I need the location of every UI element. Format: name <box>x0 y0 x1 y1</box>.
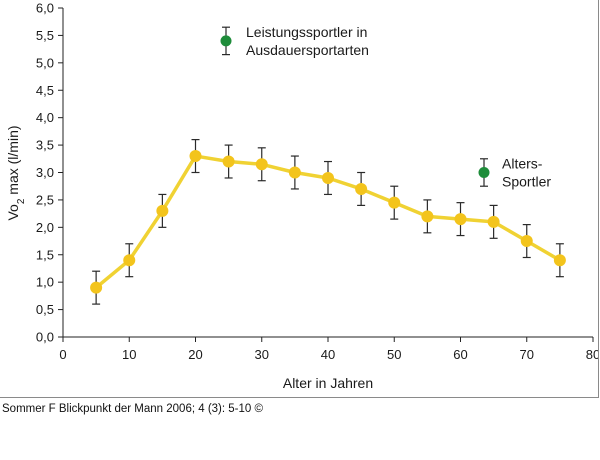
y-tick-label: 5,5 <box>36 28 54 43</box>
y-axis-title-rest: max (l/min) <box>5 125 21 198</box>
data-point <box>255 158 268 171</box>
data-point <box>288 166 301 179</box>
data-point <box>355 182 368 195</box>
y-tick-label: 1,0 <box>36 275 54 290</box>
data-point <box>553 254 566 267</box>
x-tick-label: 0 <box>59 347 66 362</box>
y-tick-label: 3,0 <box>36 165 54 180</box>
y-axis-title: Vo2 max (l/min) <box>5 125 27 220</box>
data-point <box>189 150 202 163</box>
source-caption: Sommer F Blickpunkt der Mann 2006; 4 (3)… <box>2 403 263 415</box>
data-point <box>90 281 103 294</box>
y-tick-label: 4,0 <box>36 110 54 125</box>
y-tick-label: 4,5 <box>36 83 54 98</box>
chart-frame: 0 10 20 30 40 50 60 70 80 0,0 0,5 1,0 1,5 2,0 2,5 3,0 3,… <box>0 0 599 398</box>
x-tick-label: 50 <box>387 347 401 362</box>
axes: 0 10 20 30 40 50 60 70 80 0,0 0,5 1,0 1,5 2,0 2,5 3,0 3,… <box>36 1 598 363</box>
legend-label: Ausdauersportarten <box>246 42 369 58</box>
data-point <box>487 215 500 228</box>
y-tick-label: 5,0 <box>36 55 54 70</box>
legend: Leistungssportler in Ausdauersportarten Al… <box>220 24 551 190</box>
line-chart: 0 10 20 30 40 50 60 70 80 0,0 0,5 1,0 1,5 2,0 2,5 3,0 3,… <box>5 1 598 392</box>
legend-label: Leistungssportler in <box>246 24 367 40</box>
data-point <box>454 213 467 226</box>
legend-label: Sportler <box>502 174 551 190</box>
x-tick-label: 60 <box>453 347 467 362</box>
legend-marker <box>220 35 232 47</box>
x-tick-label: 80 <box>586 347 598 362</box>
y-axis-title-subscript: 2 <box>16 198 27 204</box>
legend-entry: Alters- Sportler <box>478 156 551 190</box>
y-tick-label: 2,0 <box>36 220 54 235</box>
data-point <box>421 210 434 223</box>
y-tick-label: 6,0 <box>36 1 54 16</box>
x-tick-label: 20 <box>188 347 202 362</box>
data-point <box>388 196 401 209</box>
y-tick-label: 0,0 <box>36 330 54 345</box>
data-point <box>322 171 334 184</box>
data-point <box>123 254 136 267</box>
x-tick-label: 30 <box>255 347 269 362</box>
y-axis-title-main: Vo <box>5 204 21 221</box>
y-tick-label: 2,5 <box>36 192 54 207</box>
y-tick-label: 0,5 <box>36 302 54 317</box>
x-tick-label: 10 <box>122 347 136 362</box>
legend-entry: Leistungssportler in Ausdauersportarten <box>220 24 369 58</box>
y-tick-label: 1,5 <box>36 247 54 262</box>
data-series <box>90 139 566 305</box>
x-axis-title: Alter in Jahren <box>283 375 373 391</box>
x-tick-label: 40 <box>321 347 335 362</box>
data-point <box>520 235 533 248</box>
data-point <box>222 155 235 168</box>
x-tick-label: 70 <box>520 347 534 362</box>
data-point <box>156 204 169 217</box>
y-tick-label: 3,5 <box>36 138 54 153</box>
legend-marker <box>478 167 490 178</box>
legend-label: Alters- <box>502 156 543 172</box>
